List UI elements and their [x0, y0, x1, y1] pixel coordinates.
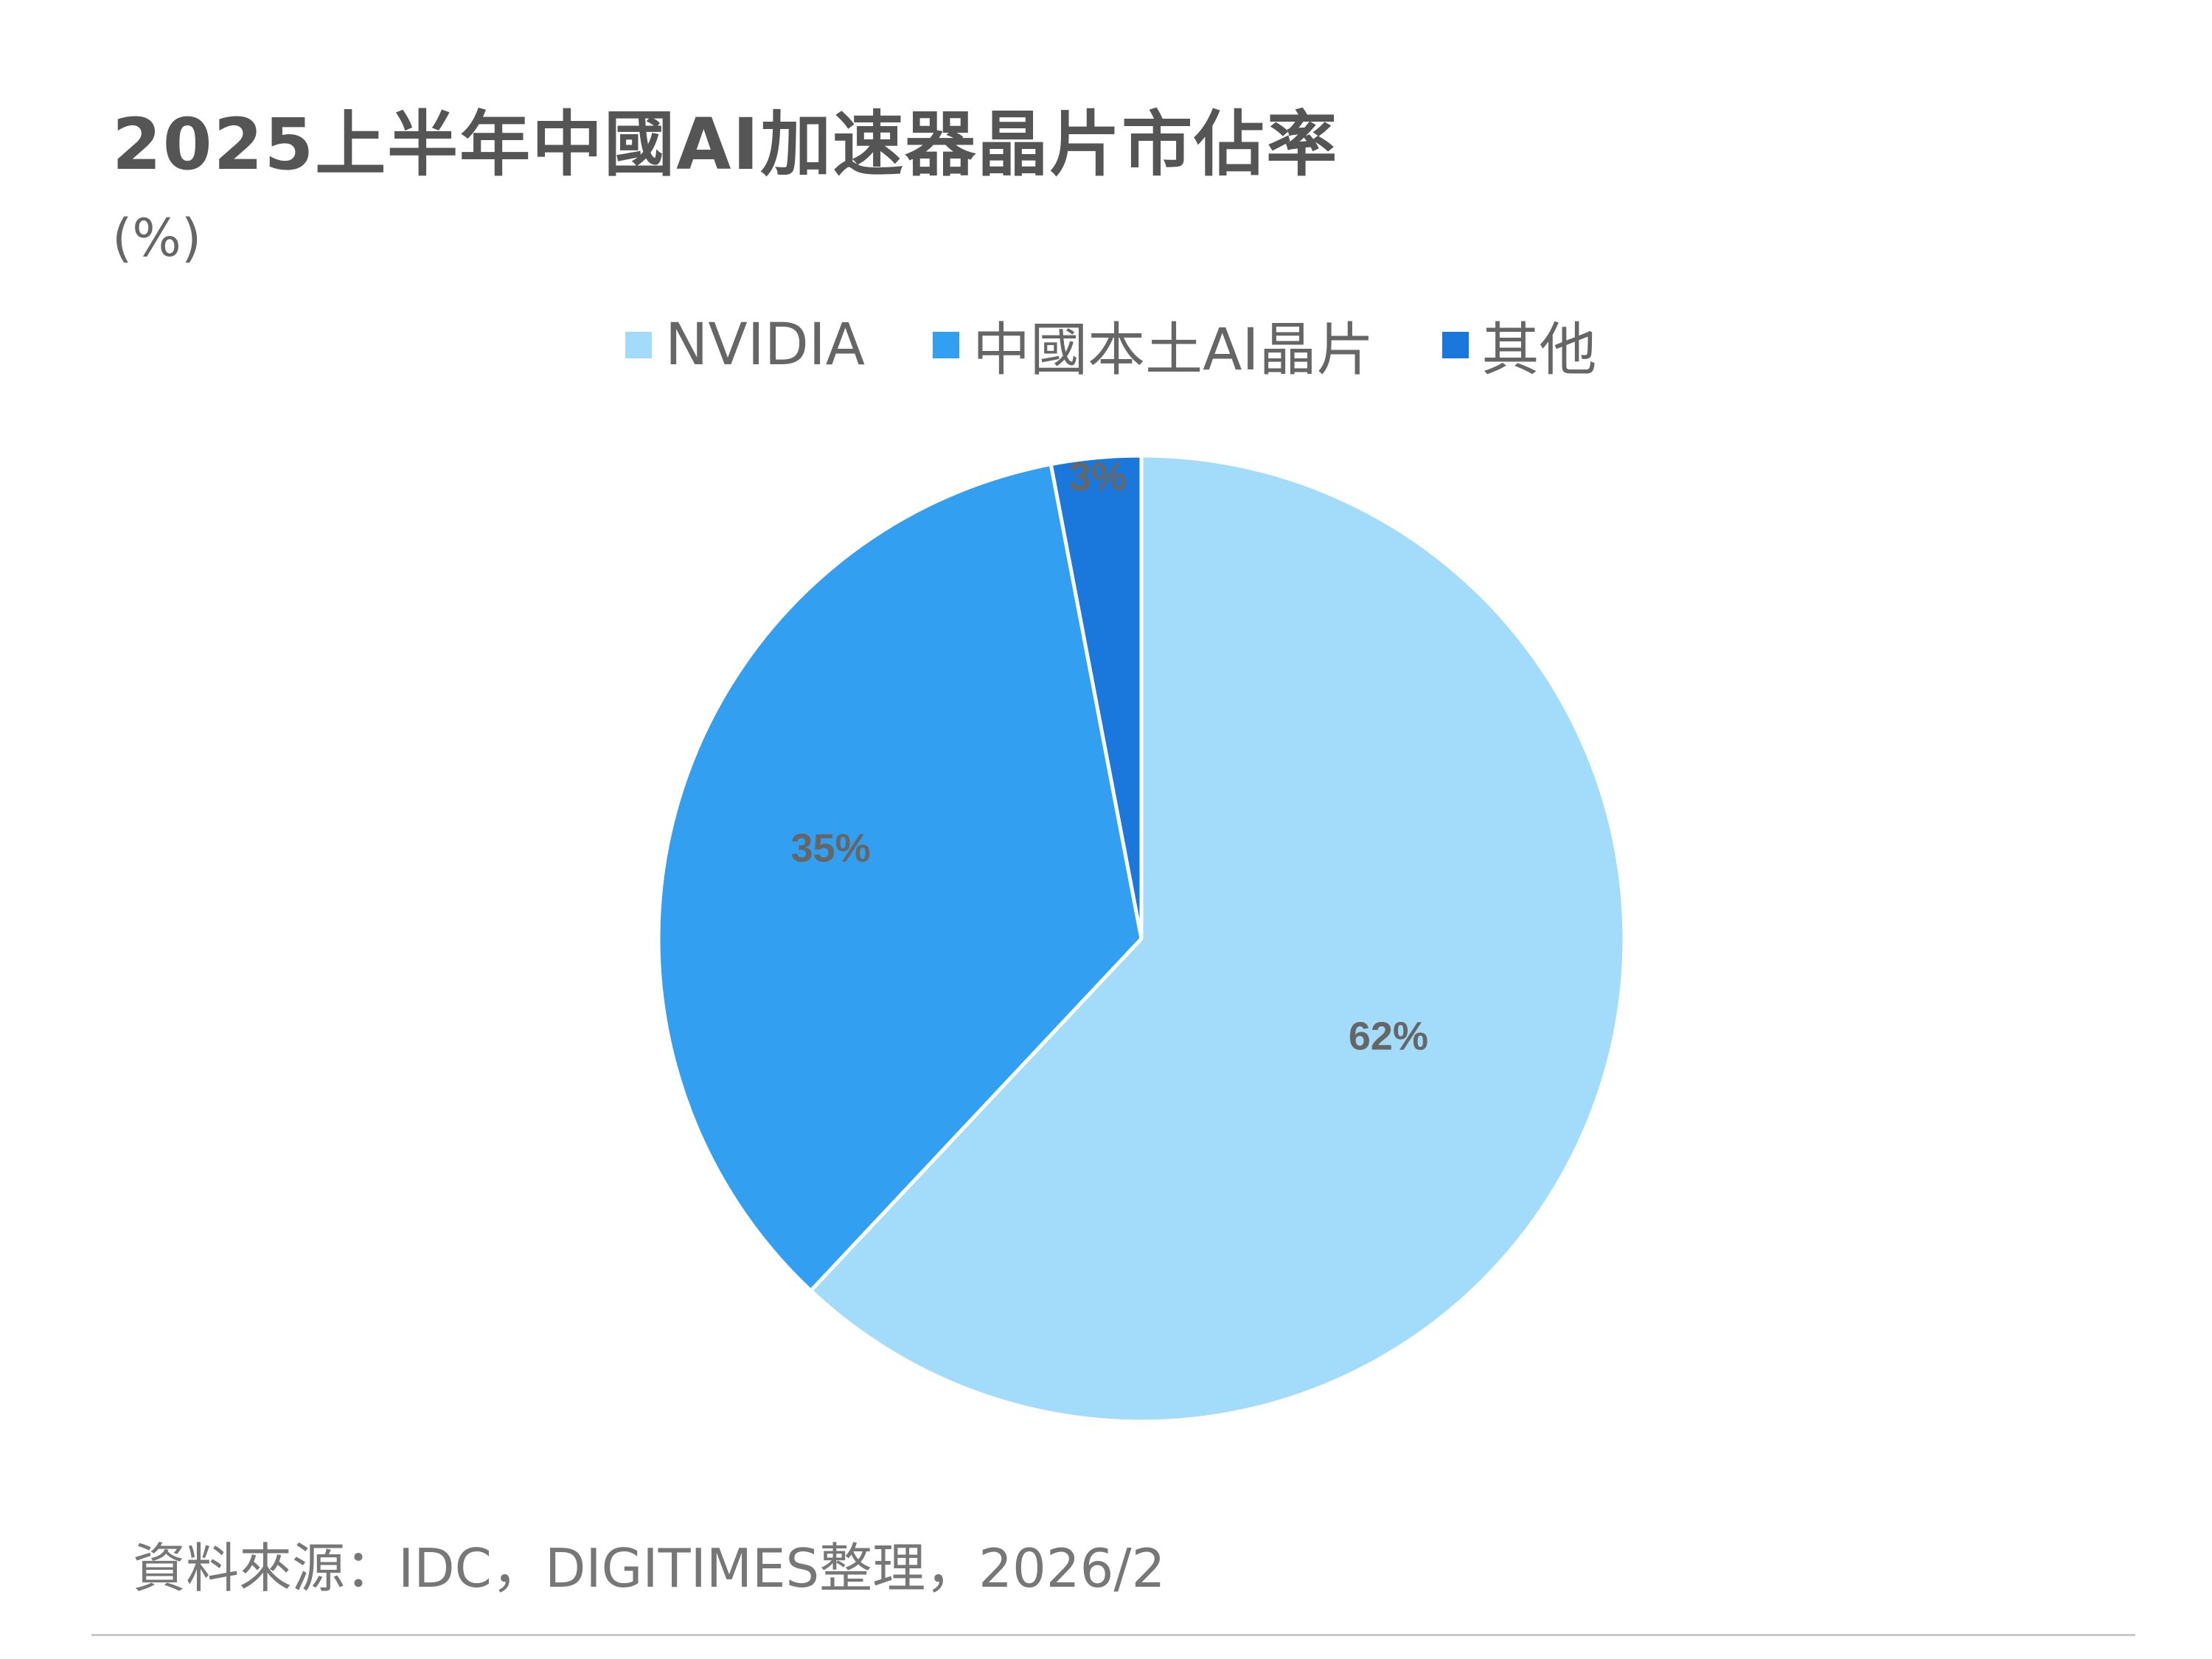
legend-swatch-china-domestic [933, 332, 960, 358]
pie-slice-nvidia [808, 453, 1627, 1424]
source-note: 資料來源：IDC，DIGITIMES整理，2026/2 [133, 1537, 1166, 1599]
bottom-divider [91, 1634, 2135, 1636]
chart-title: 2025上半年中國AI加速器晶片市佔率 [112, 103, 1339, 186]
legend-label-others: 其他 [1481, 317, 1597, 383]
data-label-nvidia: 62% [1349, 1015, 1428, 1059]
legend-item-china-domestic: 中國本土AI晶片 [933, 304, 1374, 386]
data-label-others: 3% [1069, 455, 1127, 499]
legend-label-nvidia: NVIDIA [665, 312, 866, 378]
legend-swatch-nvidia [625, 332, 652, 358]
pie-slice-china-domestic [656, 462, 1144, 1294]
pie-slice-others [1048, 453, 1144, 939]
unit-label: (%) [112, 208, 202, 268]
legend: NVIDIA 中國本土AI晶片 其他 [625, 308, 1597, 383]
legend-label-china-domestic: 中國本土AI晶片 [973, 317, 1374, 383]
legend-item-others: 其他 [1441, 304, 1597, 386]
data-label-china-domestic: 35% [791, 827, 871, 871]
legend-item-nvidia: NVIDIA [625, 312, 865, 378]
legend-swatch-others [1441, 332, 1469, 358]
